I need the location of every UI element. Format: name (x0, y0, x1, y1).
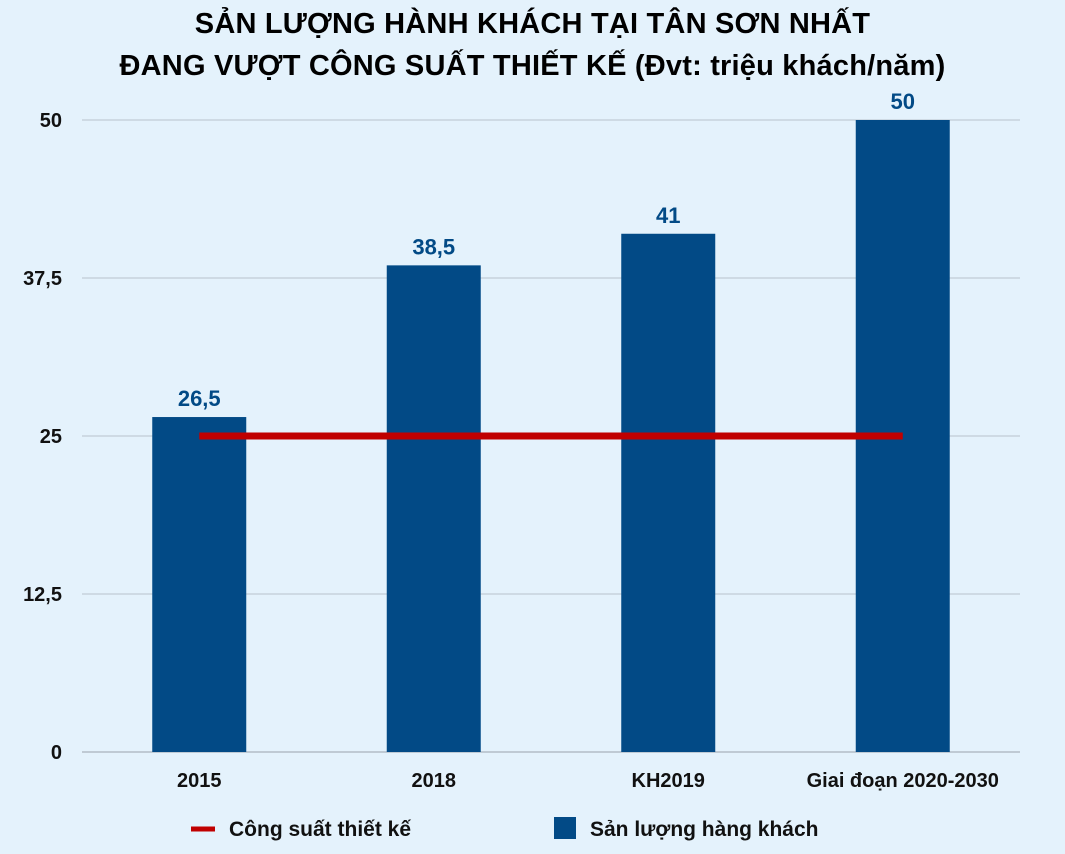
legend-label-capacity: Công suất thiết kế (229, 818, 411, 841)
y-axis-ticks: 0 12,5 25 37,5 50 (23, 110, 62, 764)
x-category-label: Giai đoạn 2020-2030 (807, 770, 999, 792)
x-axis-categories: 2015 2018 KH2019 Giai đoạn 2020-2030 (177, 770, 999, 792)
y-tick-label: 12,5 (23, 584, 62, 606)
bar-value-label: 50 (891, 89, 915, 114)
legend: Công suất thiết kế Sản lượng hàng khách (191, 817, 819, 841)
x-category-label: 2018 (412, 770, 457, 792)
bar (152, 417, 247, 752)
bars (152, 120, 950, 752)
bar-value-label: 26,5 (178, 386, 221, 411)
y-tick-label: 0 (51, 742, 62, 764)
bar-value-label: 38,5 (412, 234, 455, 259)
bar (386, 265, 481, 752)
bar-value-label: 41 (656, 203, 680, 228)
y-tick-label: 25 (40, 426, 62, 448)
legend-label-passengers: Sản lượng hàng khách (590, 818, 819, 841)
x-category-label: KH2019 (632, 770, 705, 792)
chart-title-line-2: ĐANG VƯỢT CÔNG SUẤT THIẾT KẾ (Đvt: triệu… (119, 50, 946, 82)
x-category-label: 2015 (177, 770, 222, 792)
bar (621, 233, 716, 752)
chart-title-line-1: SẢN LƯỢNG HÀNH KHÁCH TẠI TÂN SƠN NHẤT (194, 8, 871, 40)
legend-bar-swatch (554, 817, 576, 839)
value-labels: 26,5 38,5 41 50 (178, 89, 915, 411)
y-tick-label: 37,5 (23, 268, 62, 290)
y-tick-label: 50 (40, 110, 62, 132)
